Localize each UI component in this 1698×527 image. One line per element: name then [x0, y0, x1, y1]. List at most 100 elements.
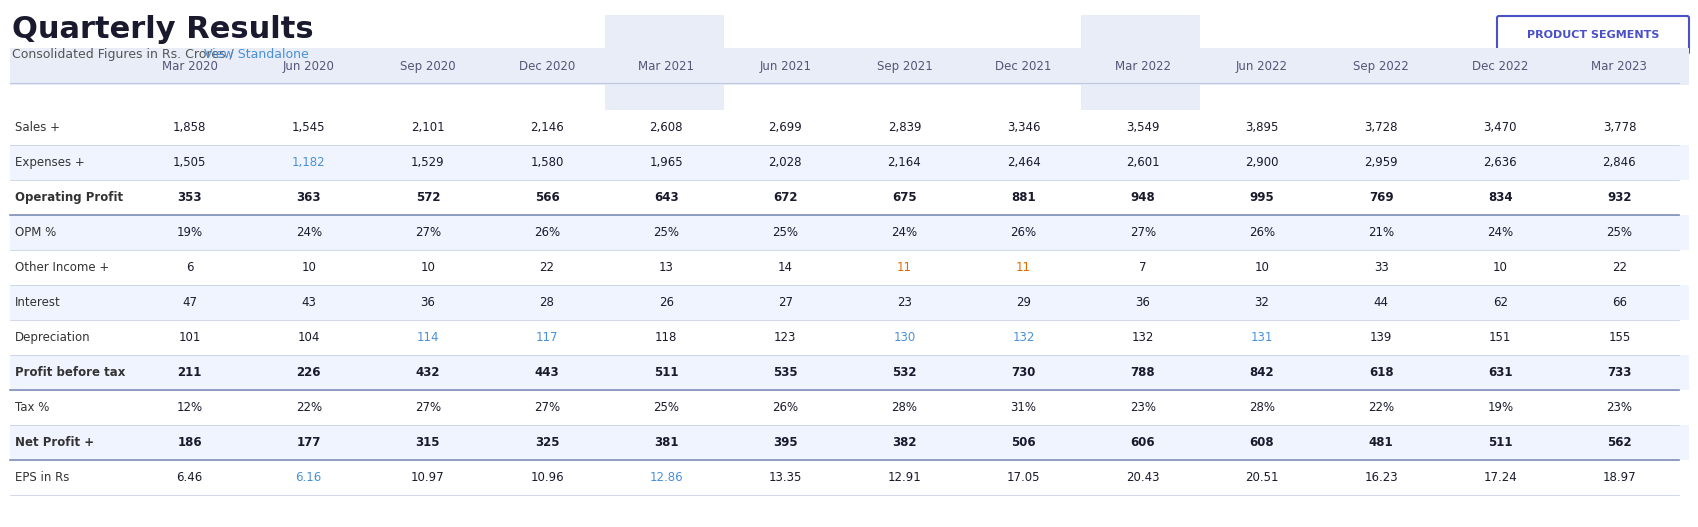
Text: 730: 730 — [1010, 366, 1036, 379]
Text: 21%: 21% — [1367, 226, 1394, 239]
Text: 481: 481 — [1369, 436, 1392, 449]
Text: 23%: 23% — [1606, 401, 1632, 414]
Text: 131: 131 — [1250, 331, 1272, 344]
Text: 22: 22 — [540, 261, 554, 274]
Text: 2,959: 2,959 — [1363, 156, 1397, 169]
Text: 2,608: 2,608 — [649, 121, 683, 134]
Text: Mar 2023: Mar 2023 — [1591, 60, 1647, 73]
Text: 6.16: 6.16 — [295, 471, 321, 484]
Text: 3,346: 3,346 — [1007, 121, 1039, 134]
Text: 363: 363 — [297, 191, 321, 204]
Text: 10: 10 — [419, 261, 435, 274]
Text: 101: 101 — [178, 331, 200, 344]
Text: 2,028: 2,028 — [767, 156, 801, 169]
Text: Mar 2022: Mar 2022 — [1114, 60, 1170, 73]
Text: 1,858: 1,858 — [173, 121, 205, 134]
Text: 186: 186 — [177, 436, 202, 449]
Text: 114: 114 — [416, 331, 438, 344]
Text: Sales +: Sales + — [15, 121, 59, 134]
Text: 788: 788 — [1129, 366, 1155, 379]
Bar — [10, 355, 1688, 390]
Text: 618: 618 — [1369, 366, 1392, 379]
Text: 3,778: 3,778 — [1601, 121, 1635, 134]
Text: 395: 395 — [773, 436, 796, 449]
Text: 22%: 22% — [295, 401, 321, 414]
Text: 22: 22 — [1611, 261, 1627, 274]
Text: 13: 13 — [659, 261, 672, 274]
Text: 834: 834 — [1487, 191, 1511, 204]
Text: 26%: 26% — [773, 401, 798, 414]
Text: 28%: 28% — [891, 401, 917, 414]
Text: Other Income +: Other Income + — [15, 261, 109, 274]
Text: OPM %: OPM % — [15, 226, 56, 239]
Text: Jun 2022: Jun 2022 — [1234, 60, 1287, 73]
Text: 62: 62 — [1493, 296, 1506, 309]
Text: 33: 33 — [1374, 261, 1387, 274]
Text: 2,464: 2,464 — [1007, 156, 1039, 169]
Text: Net Profit +: Net Profit + — [15, 436, 93, 449]
Text: 22%: 22% — [1367, 401, 1394, 414]
FancyBboxPatch shape — [1496, 16, 1688, 54]
Bar — [10, 180, 1688, 215]
Bar — [10, 285, 1688, 320]
Text: 27%: 27% — [533, 401, 560, 414]
Bar — [10, 320, 1688, 355]
Text: 104: 104 — [297, 331, 319, 344]
Text: 10: 10 — [301, 261, 316, 274]
Text: 2,846: 2,846 — [1601, 156, 1635, 169]
Text: 572: 572 — [416, 191, 440, 204]
Text: 177: 177 — [297, 436, 321, 449]
Text: 733: 733 — [1606, 366, 1630, 379]
Text: 25%: 25% — [1606, 226, 1632, 239]
Text: 139: 139 — [1369, 331, 1391, 344]
Text: 24%: 24% — [295, 226, 321, 239]
Text: 66: 66 — [1611, 296, 1627, 309]
Text: 26%: 26% — [1248, 226, 1274, 239]
Text: 20.51: 20.51 — [1245, 471, 1279, 484]
Bar — [10, 48, 1688, 85]
Text: 532: 532 — [891, 366, 917, 379]
Text: 13.35: 13.35 — [767, 471, 801, 484]
Text: 608: 608 — [1250, 436, 1274, 449]
Text: 29: 29 — [1015, 296, 1031, 309]
Bar — [10, 110, 1688, 145]
Bar — [10, 145, 1688, 180]
Text: 506: 506 — [1010, 436, 1036, 449]
Text: 3,549: 3,549 — [1126, 121, 1158, 134]
Text: 26%: 26% — [533, 226, 560, 239]
Text: 24%: 24% — [1486, 226, 1513, 239]
Text: 535: 535 — [773, 366, 796, 379]
Text: 1,545: 1,545 — [292, 121, 326, 134]
Bar — [10, 250, 1688, 285]
Text: Quarterly Results: Quarterly Results — [12, 15, 314, 44]
Text: Mar 2020: Mar 2020 — [161, 60, 217, 73]
Text: Sep 2020: Sep 2020 — [399, 60, 455, 73]
Text: View Standalone: View Standalone — [204, 48, 309, 61]
Text: 130: 130 — [893, 331, 915, 344]
Text: 675: 675 — [891, 191, 917, 204]
Text: 26%: 26% — [1010, 226, 1036, 239]
Text: 566: 566 — [535, 191, 559, 204]
Text: 19%: 19% — [177, 226, 202, 239]
Text: 881: 881 — [1010, 191, 1036, 204]
Text: Jun 2021: Jun 2021 — [759, 60, 812, 73]
Text: 12%: 12% — [177, 401, 202, 414]
Text: 25%: 25% — [652, 226, 679, 239]
Text: PRODUCT SEGMENTS: PRODUCT SEGMENTS — [1527, 30, 1659, 40]
Text: 36: 36 — [419, 296, 435, 309]
Text: 769: 769 — [1369, 191, 1392, 204]
Text: 12.86: 12.86 — [649, 471, 683, 484]
Text: 25%: 25% — [773, 226, 798, 239]
Text: 32: 32 — [1253, 296, 1268, 309]
Text: 12.91: 12.91 — [886, 471, 920, 484]
Text: 6.46: 6.46 — [177, 471, 202, 484]
Bar — [10, 425, 1688, 460]
Text: 132: 132 — [1012, 331, 1034, 344]
Text: 10: 10 — [1493, 261, 1506, 274]
Text: Consolidated Figures in Rs. Crores /: Consolidated Figures in Rs. Crores / — [12, 48, 238, 61]
Text: Dec 2020: Dec 2020 — [518, 60, 576, 73]
Text: Sep 2022: Sep 2022 — [1352, 60, 1408, 73]
Text: 27%: 27% — [414, 226, 441, 239]
Text: 47: 47 — [182, 296, 197, 309]
Text: Jun 2020: Jun 2020 — [282, 60, 335, 73]
